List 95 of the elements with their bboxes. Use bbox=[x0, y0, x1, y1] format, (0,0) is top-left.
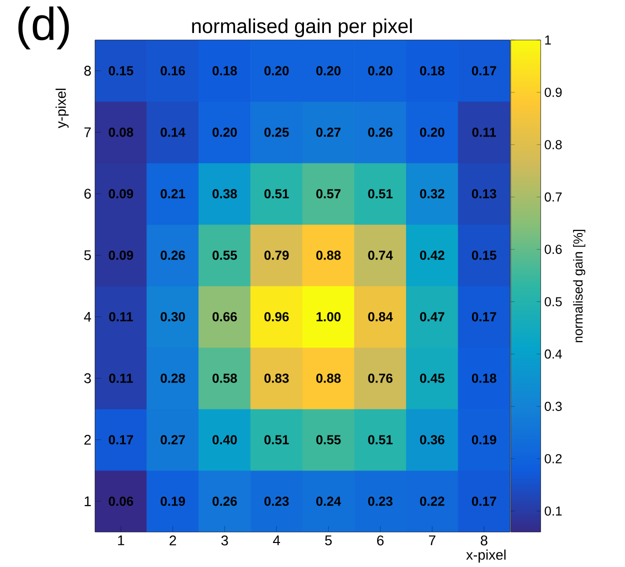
data-label: 0.11 bbox=[109, 312, 133, 322]
x-tick-label: 4 bbox=[273, 536, 280, 546]
data-label: 0.17 bbox=[108, 435, 134, 444]
color-bar-title: normalised gain [%] bbox=[573, 230, 586, 342]
data-label: 0.84 bbox=[368, 312, 393, 322]
text: (d) bbox=[18, 6, 69, 50]
data-label: 0.06 bbox=[108, 496, 134, 506]
data-label: 0.40 bbox=[212, 435, 237, 444]
data-label: 0.32 bbox=[420, 189, 444, 198]
data-label: 0.20 bbox=[316, 66, 341, 76]
data-label: 0.17 bbox=[472, 496, 496, 506]
data-label: 0.20 bbox=[212, 128, 237, 137]
x-tick-label: 2 bbox=[170, 536, 176, 546]
x-tick-label: 5 bbox=[325, 536, 332, 546]
x-tick-label: 7 bbox=[429, 536, 436, 546]
data-label: 0.26 bbox=[368, 128, 392, 137]
y-tick-label: 3 bbox=[84, 373, 91, 384]
data-label: 1.00 bbox=[316, 312, 341, 322]
data-label: 0.17 bbox=[472, 66, 496, 76]
x-tick-label: 8 bbox=[480, 536, 488, 546]
color-bar-label: 0.7 bbox=[544, 192, 562, 202]
data-label: 0.26 bbox=[160, 250, 185, 260]
data-label: 0.22 bbox=[420, 496, 444, 506]
data-label: 0.25 bbox=[264, 128, 289, 137]
data-label: 0.38 bbox=[212, 189, 237, 198]
data-label: 0.51 bbox=[264, 189, 289, 198]
data-label: 0.88 bbox=[316, 250, 341, 260]
data-label: 0.74 bbox=[368, 250, 393, 260]
data-label: 0.13 bbox=[472, 189, 496, 198]
data-label: 0.15 bbox=[472, 250, 496, 260]
data-label: 0.09 bbox=[108, 250, 134, 260]
data-label: 0.16 bbox=[160, 66, 185, 76]
data-label: 0.23 bbox=[264, 496, 289, 506]
color-bar-label: 0.3 bbox=[544, 402, 562, 411]
color-bar-label: 1 bbox=[545, 36, 551, 44]
data-label: 0.47 bbox=[420, 312, 444, 322]
data-label: 0.76 bbox=[368, 374, 392, 383]
y-tick-label: 4 bbox=[84, 312, 92, 322]
data-label: 0.14 bbox=[160, 128, 186, 137]
data-label: 0.19 bbox=[160, 496, 185, 506]
data-label: 0.51 bbox=[368, 189, 393, 198]
data-label: 0.83 bbox=[264, 374, 289, 383]
chart-title: normalised gain per pixel bbox=[192, 18, 412, 38]
x-axis-title: x-pixel bbox=[466, 550, 506, 563]
x-tick-label: 3 bbox=[221, 536, 228, 546]
y-tick-label: 6 bbox=[84, 188, 91, 199]
data-label: 0.20 bbox=[264, 66, 289, 76]
color-bar-label: 0.4 bbox=[544, 349, 562, 359]
data-label: 0.36 bbox=[420, 435, 444, 444]
data-label: 0.18 bbox=[472, 374, 496, 383]
data-label: 0.45 bbox=[420, 374, 444, 383]
y-tick-label: 1 bbox=[84, 496, 91, 506]
data-label: 0.27 bbox=[316, 128, 341, 137]
data-label: 0.30 bbox=[160, 312, 185, 322]
data-label: 0.26 bbox=[212, 496, 237, 506]
data-label: 0.27 bbox=[160, 435, 185, 444]
data-label: 0.79 bbox=[264, 250, 289, 260]
data-label: 0.55 bbox=[316, 435, 341, 444]
color-bar-label: 0.1 bbox=[544, 506, 562, 516]
y-tick-label: 8 bbox=[84, 66, 91, 76]
data-label: 0.23 bbox=[368, 496, 392, 506]
data-label: 0.57 bbox=[316, 189, 341, 198]
y-axis-title: y-pixel bbox=[56, 88, 69, 128]
y-tick-label: 2 bbox=[84, 434, 91, 445]
color-bar-label: 0.2 bbox=[544, 454, 562, 464]
x-tick-label: 6 bbox=[377, 536, 384, 546]
data-label: 0.96 bbox=[264, 312, 289, 322]
data-label: 0.18 bbox=[212, 66, 237, 76]
data-label: 0.11 bbox=[109, 374, 133, 383]
data-label: 0.42 bbox=[420, 250, 444, 260]
data-label: 0.20 bbox=[368, 66, 392, 76]
data-label: 0.11 bbox=[472, 128, 496, 137]
data-label: 0.51 bbox=[368, 435, 393, 444]
data-label: 0.19 bbox=[472, 435, 496, 444]
y-tick-label: 7 bbox=[84, 127, 91, 138]
data-label: 0.66 bbox=[212, 312, 237, 322]
data-label: 0.28 bbox=[160, 374, 186, 383]
y-tick-label: 5 bbox=[84, 250, 91, 260]
data-label: 0.17 bbox=[472, 312, 496, 322]
data-label: 0.20 bbox=[420, 128, 444, 137]
data-label: 0.24 bbox=[316, 496, 342, 506]
data-label: 0.09 bbox=[108, 189, 134, 198]
x-tick-label: 1 bbox=[118, 536, 124, 546]
data-label: 0.15 bbox=[108, 66, 134, 76]
color-bar-label: 0.5 bbox=[544, 297, 562, 306]
data-label: 0.55 bbox=[212, 250, 237, 260]
data-label: 0.58 bbox=[212, 374, 237, 383]
data-label: 0.18 bbox=[420, 66, 444, 76]
data-label: 0.88 bbox=[316, 374, 341, 383]
data-label: 0.51 bbox=[264, 435, 289, 444]
color-bar-label: 0.8 bbox=[544, 140, 562, 150]
data-label: 0.21 bbox=[160, 189, 186, 198]
color-bar-label: 0.9 bbox=[544, 88, 562, 97]
data-label: 0.08 bbox=[108, 128, 134, 137]
color-bar-label: 0.6 bbox=[544, 244, 562, 254]
